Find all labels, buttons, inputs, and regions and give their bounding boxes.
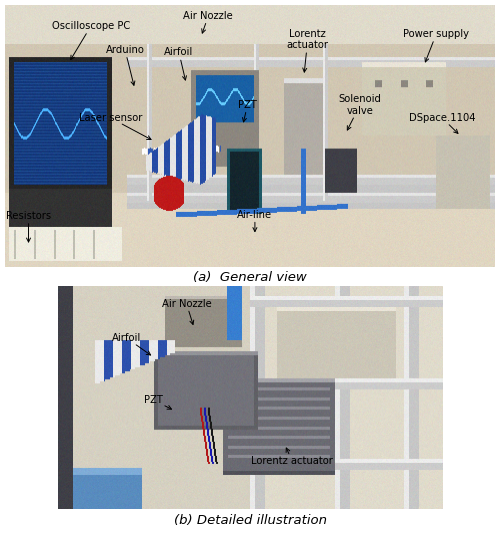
Text: Lorentz actuator: Lorentz actuator [252,448,334,466]
Text: Lorentz
actuator: Lorentz actuator [287,29,329,72]
Text: Airfoil: Airfoil [164,47,194,80]
Text: Air-line: Air-line [238,210,272,232]
Text: Laser sensor: Laser sensor [78,113,151,140]
Text: Air Nozzle: Air Nozzle [162,299,212,324]
Text: Arduino: Arduino [106,45,144,85]
Text: PZT: PZT [238,100,257,122]
Text: Resistors: Resistors [6,211,51,242]
Text: PZT: PZT [144,395,172,409]
Text: (b) Detailed illustration: (b) Detailed illustration [174,515,326,528]
Text: Air Nozzle: Air Nozzle [184,11,233,33]
Text: DSpace.1104: DSpace.1104 [409,113,476,133]
Text: Power supply: Power supply [403,29,469,62]
Text: (a)  General view: (a) General view [193,271,307,284]
Text: Solenoid
valve: Solenoid valve [339,94,382,130]
Text: Oscilloscope PC: Oscilloscope PC [52,22,130,60]
Text: Airfoil: Airfoil [112,333,150,355]
